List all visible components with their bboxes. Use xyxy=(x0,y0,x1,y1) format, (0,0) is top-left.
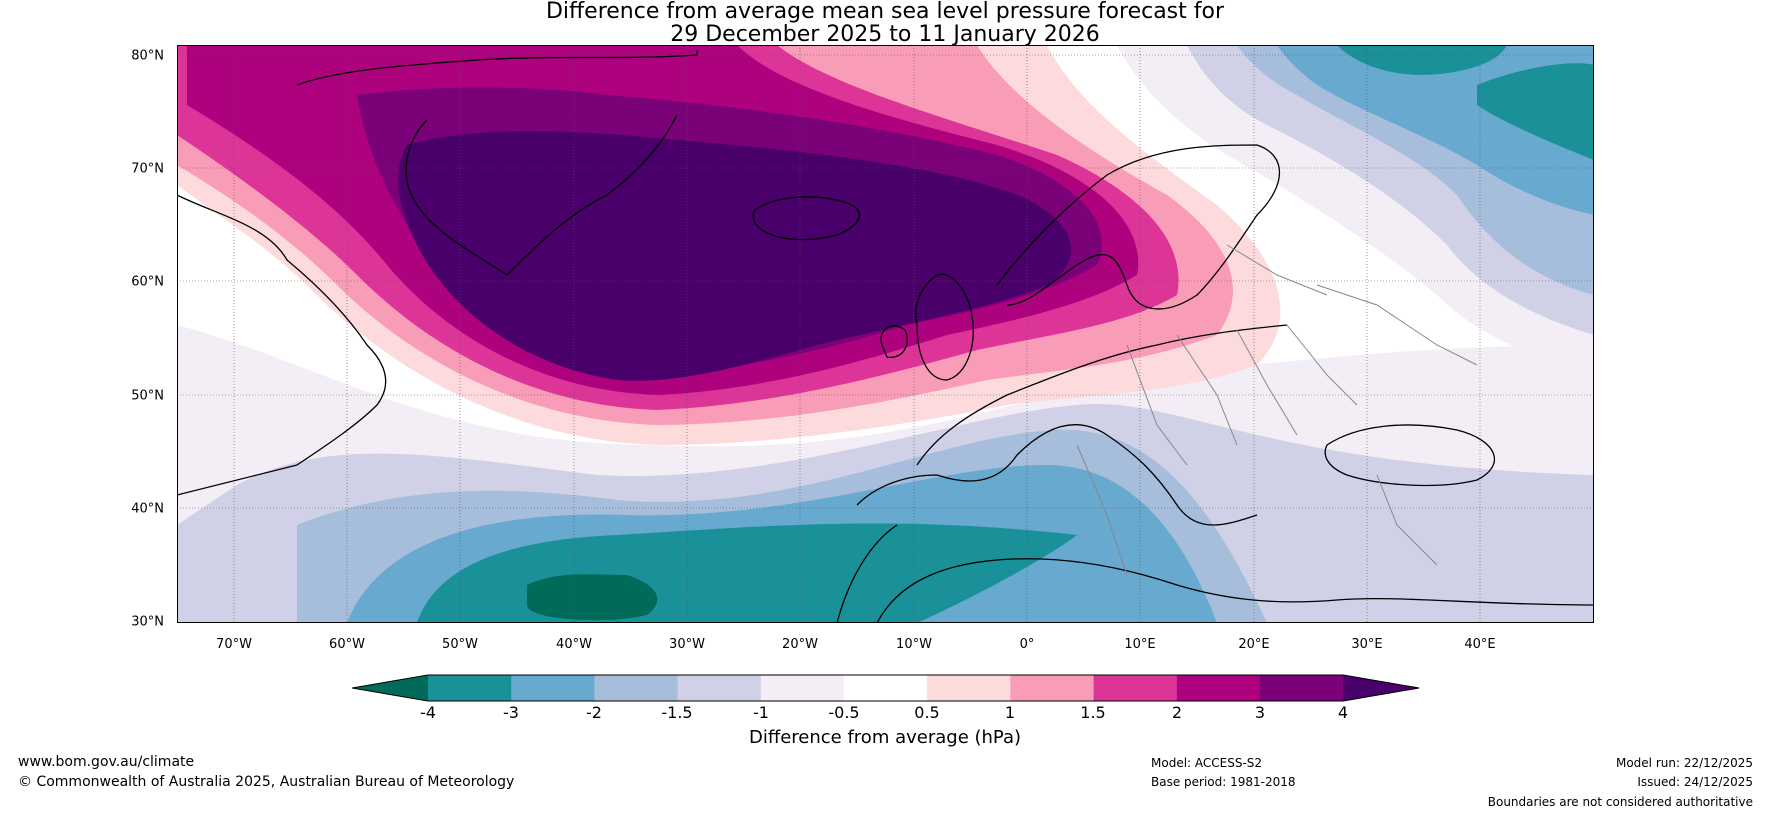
north-africa-coast xyxy=(876,558,1594,623)
colorbar-tick: 4 xyxy=(1337,703,1349,722)
colorbar-segment xyxy=(1010,675,1095,701)
iceland-coast xyxy=(752,196,860,241)
lat-label-80n: 80°N xyxy=(131,48,164,64)
colorbar xyxy=(352,674,1420,702)
colorbar-extend-low xyxy=(352,675,428,701)
lon-label-40e: 40°E xyxy=(1464,637,1496,652)
anomaly-band-ne-3a xyxy=(1337,45,1507,75)
anomaly-band-pos-4 xyxy=(398,131,1071,381)
colorbar-segment xyxy=(428,675,512,701)
colorbar-tick: -4 xyxy=(420,703,436,722)
chart-title-line-1: Difference from average mean sea level p… xyxy=(545,0,1225,24)
colorbar-extend-high xyxy=(1343,675,1420,701)
colorbar-tick: 1.5 xyxy=(1080,703,1106,722)
lon-label-20e: 20°E xyxy=(1238,637,1270,652)
issued-text: Issued: 24/12/2025 xyxy=(1637,775,1753,789)
disclaimer-text: Boundaries are not considered authoritat… xyxy=(1487,795,1753,809)
lon-label-30e: 30°E xyxy=(1351,637,1383,652)
north-america-coast xyxy=(177,194,387,496)
british-isles-coast xyxy=(880,273,974,381)
base-period-text: Base period: 1981-2018 xyxy=(1151,775,1296,789)
lon-label-0: 0° xyxy=(1019,637,1035,652)
lon-label-60w: 60°W xyxy=(329,637,365,652)
colorbar-segment xyxy=(594,675,679,701)
country-boundaries xyxy=(1076,244,1478,576)
scandinavia-coast xyxy=(996,144,1280,310)
greenland-coast xyxy=(296,50,698,276)
colorbar-segment xyxy=(1260,675,1344,701)
black-sea-coast xyxy=(1324,424,1495,487)
lon-label-10w: 10°W xyxy=(896,637,932,652)
colorbar-segment xyxy=(511,675,595,701)
graticule xyxy=(177,45,1594,623)
colorbar-segment xyxy=(760,675,845,701)
lat-label-40n: 40°N xyxy=(131,501,164,517)
colorbar-segment xyxy=(1093,675,1178,701)
europe-coast xyxy=(836,324,1288,623)
coastlines xyxy=(177,50,1594,623)
colorbar-segment xyxy=(1176,675,1261,701)
colorbar-tick: -0.5 xyxy=(828,703,860,722)
lat-label-60n: 60°N xyxy=(131,274,164,290)
colorbar-segment xyxy=(844,675,928,701)
chart-title-line-2: 29 December 2025 to 11 January 2026 xyxy=(670,22,1100,47)
lat-label-30n: 30°N xyxy=(131,614,164,630)
lat-label-50n: 50°N xyxy=(131,388,164,404)
colorbar-tick: 0.5 xyxy=(914,703,940,722)
colorbar-outline xyxy=(352,674,1420,702)
colorbar-label: Difference from average (hPa) xyxy=(748,727,1022,748)
pressure-anomaly-map xyxy=(177,45,1594,623)
colorbar-tick: 1 xyxy=(1004,703,1016,722)
lon-label-20w: 20°W xyxy=(782,637,818,652)
model-run-text: Model run: 22/12/2025 xyxy=(1615,756,1753,770)
lat-label-70n: 70°N xyxy=(131,161,164,177)
anomaly-band-ne-3b xyxy=(1477,63,1594,160)
colorbar-tick: -2 xyxy=(586,703,602,722)
colorbar-tick: -1.5 xyxy=(661,703,693,722)
colorbar-segment xyxy=(677,675,762,701)
model-text: Model: ACCESS-S2 xyxy=(1151,756,1263,770)
lon-label-50w: 50°W xyxy=(442,637,478,652)
lon-label-70w: 70°W xyxy=(216,637,252,652)
colorbar-tick: -1 xyxy=(753,703,769,722)
lon-label-40w: 40°W xyxy=(556,637,592,652)
anomaly-band-neg-4 xyxy=(527,574,658,621)
lon-label-10e: 10°E xyxy=(1124,637,1156,652)
copyright-text: © Commonwealth of Australia 2025, Austra… xyxy=(18,774,515,790)
website-text: www.bom.gov.au/climate xyxy=(18,754,195,770)
colorbar-tick: 2 xyxy=(1171,703,1183,722)
colorbar-tick: 3 xyxy=(1254,703,1266,722)
lon-label-30w: 30°W xyxy=(669,637,705,652)
colorbar-segment xyxy=(927,675,1011,701)
colorbar-tick: -3 xyxy=(503,703,519,722)
